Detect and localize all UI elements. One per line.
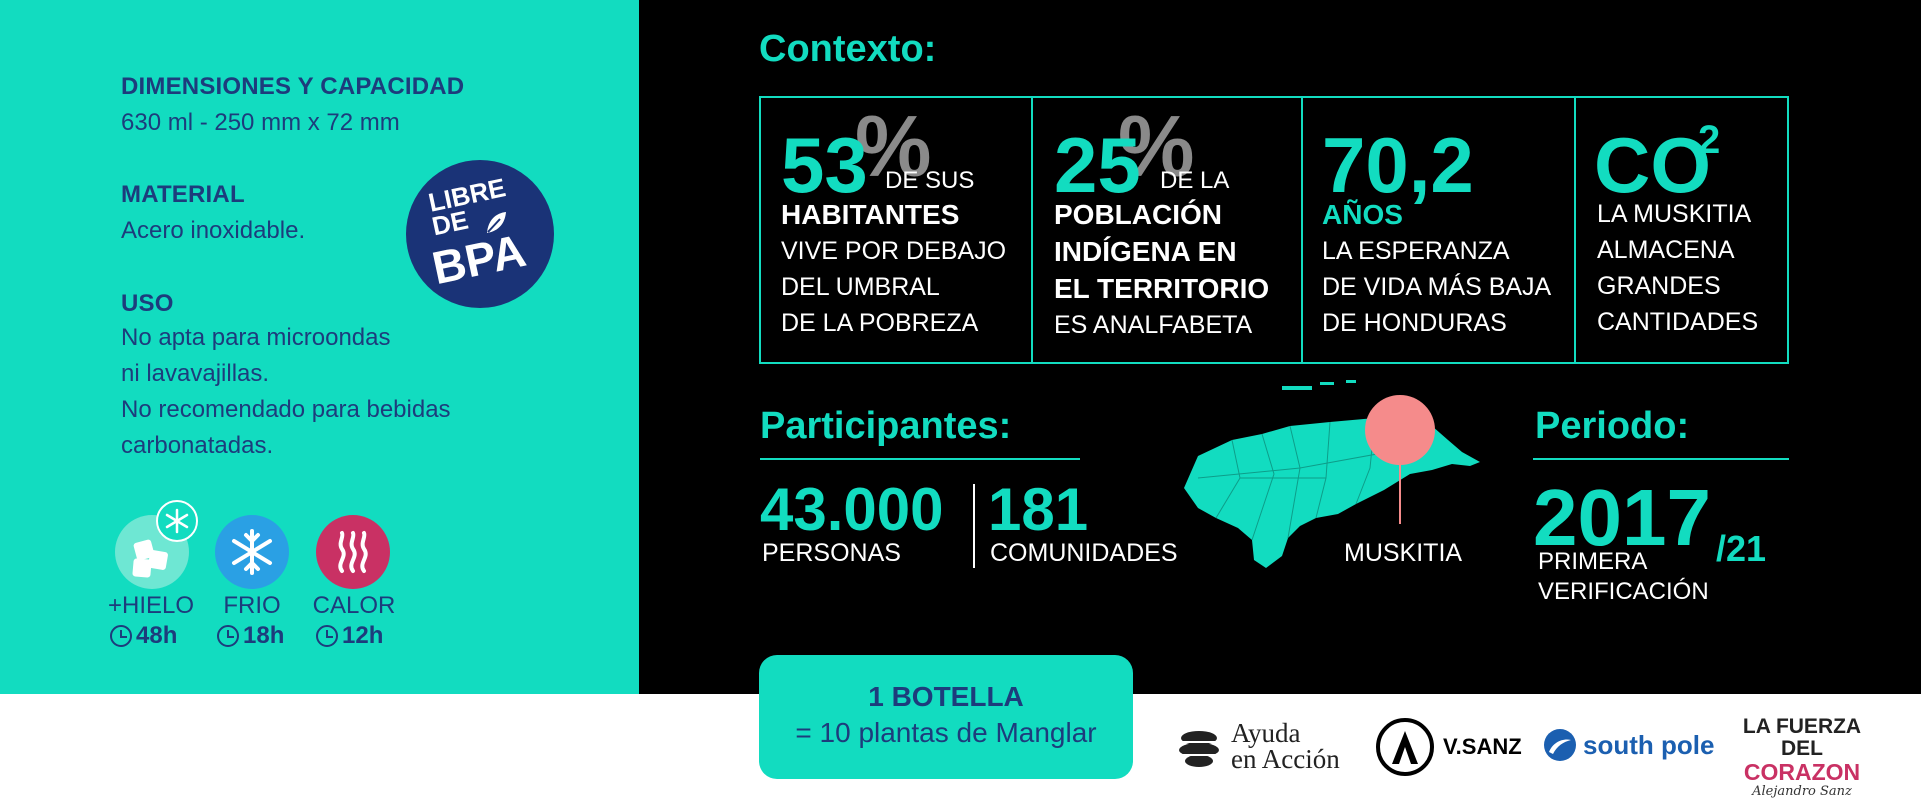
- leaf-icon: [487, 212, 506, 233]
- stat-unit: AÑOS: [1322, 199, 1403, 230]
- ice-icon: [115, 515, 189, 589]
- dimensions-value: 630 ml - 250 mm x 72 mm: [121, 109, 400, 136]
- vsanz-text: V.SANZ: [1443, 734, 1522, 759]
- context-stats-box: [759, 96, 1789, 364]
- people-label: PERSONAS: [762, 539, 901, 567]
- uso-line: carbonatadas.: [121, 432, 274, 459]
- participants-rule: [760, 458, 1080, 460]
- stat-description: LA ESPERANZA DE VIDA MÁS BAJA DE HONDURA…: [1322, 233, 1551, 341]
- ayuda-logo-icon: [1179, 731, 1219, 767]
- period-title: Periodo:: [1535, 405, 1690, 447]
- botella-line2: = 10 plantas de Manglar: [795, 717, 1097, 748]
- stat-strong-line: HABITANTES: [781, 199, 960, 230]
- people-value: 43.000: [760, 476, 944, 543]
- fuerza-line: CORAZON: [1743, 759, 1861, 785]
- stat-value: 70,2: [1322, 121, 1474, 209]
- botella-callout: 1 BOTELLA = 10 plantas de Manglar: [759, 655, 1133, 779]
- period-description: PRIMERA VERIFICACIÓN: [1538, 547, 1709, 607]
- stat-line: CANTIDADES: [1597, 308, 1759, 336]
- stats-divider: [1574, 96, 1576, 364]
- heat-time: 12h: [316, 622, 383, 650]
- honduras-map: [1184, 380, 1480, 568]
- participants-divider: [973, 484, 975, 568]
- uso-title: USO: [121, 290, 174, 317]
- logo-ayuda-en-accion: Ayuda en Acción: [1177, 718, 1340, 774]
- stat-line: VIVE POR DEBAJO: [781, 237, 1007, 265]
- stats-divider: [1031, 96, 1033, 364]
- context-panel: [639, 0, 1921, 694]
- material-title: MATERIAL: [121, 181, 245, 208]
- stat-value: 25: [1054, 121, 1141, 209]
- cold-label: FRIO: [223, 592, 281, 619]
- stat-value: CO: [1594, 121, 1711, 209]
- clock-icon: [217, 625, 239, 647]
- stat-value: 53: [781, 121, 868, 209]
- heat-label: CALOR: [312, 592, 396, 619]
- stat-strong-line: POBLACIÓN: [1054, 199, 1222, 230]
- stat-superscript: 2: [1698, 118, 1721, 162]
- ayuda-line: en Acción: [1231, 744, 1340, 774]
- cold-time-value: 18h: [243, 622, 285, 649]
- period-line: PRIMERA: [1538, 548, 1648, 575]
- bpa-free-badge: LIBRE DE BPA: [406, 160, 554, 308]
- context-title: Contexto:: [759, 28, 937, 70]
- period-year: 2017: [1533, 473, 1711, 562]
- period-line: VERIFICACIÓN: [1538, 578, 1709, 605]
- botella-line1: 1 BOTELLA: [868, 681, 1024, 712]
- stat-line: DE LA POBREZA: [781, 309, 979, 337]
- stat-description: HABITANTES VIVE POR DEBAJO DEL UMBRAL DE…: [781, 196, 1006, 341]
- cold-time: 18h: [217, 622, 284, 650]
- material-value: Acero inoxidable.: [121, 217, 306, 244]
- ice-time: 48h: [110, 622, 177, 650]
- map-label: MUSKITIA: [1344, 539, 1463, 567]
- stat-line: DE VIDA MÁS BAJA: [1322, 273, 1552, 301]
- ayuda-line: Ayuda: [1231, 718, 1301, 748]
- participants-title: Participantes:: [760, 405, 1012, 447]
- uso-line: No apta para microondas: [121, 324, 391, 351]
- communities-label: COMUNIDADES: [990, 539, 1178, 567]
- snowflake-small-icon: [156, 500, 198, 542]
- snowflake-icon: [215, 515, 289, 589]
- vsanz-logo-icon: [1376, 718, 1434, 776]
- stat-description: LA MUSKITIA ALMACENA GRANDES CANTIDADES: [1597, 196, 1758, 340]
- logo-vsanz: V.SANZ: [1375, 717, 1522, 777]
- clock-icon: [316, 625, 338, 647]
- heat-icon: [316, 515, 390, 589]
- stat-line: GRANDES: [1597, 272, 1721, 300]
- stat-line: DE HONDURAS: [1322, 309, 1507, 337]
- stat-line: LA MUSKITIA: [1597, 200, 1752, 228]
- logo-la-fuerza-del-corazon: LA FUERZA DEL CORAZON Alejandro Sanz: [1737, 716, 1867, 800]
- uso-line: ni lavavajillas.: [121, 360, 270, 387]
- stats-divider: [1301, 96, 1303, 364]
- map-marker: [1365, 395, 1435, 465]
- south-pole-text: south pole: [1583, 729, 1715, 760]
- period-rule: [1533, 458, 1789, 460]
- stat-description: POBLACIÓN INDÍGENA EN EL TERRITORIO ES A…: [1054, 196, 1269, 343]
- uso-line: No recomendado para bebidas: [121, 396, 451, 423]
- product-specs-panel: DIMENSIONES Y CAPACIDAD 630 ml - 250 mm …: [0, 0, 639, 694]
- fuerza-signature: Alejandro Sanz: [1752, 784, 1852, 799]
- stat-percent: %: [855, 99, 932, 195]
- ice-time-value: 48h: [136, 622, 178, 649]
- south-pole-logo-icon: [1544, 729, 1576, 761]
- logo-south-pole: south pole: [1543, 728, 1714, 762]
- stat-suffix: DE LA: [1160, 167, 1230, 194]
- stat-strong-line: INDÍGENA EN: [1054, 236, 1237, 267]
- stat-percent: %: [1118, 99, 1195, 195]
- stat-line: LA ESPERANZA: [1322, 237, 1510, 265]
- ice-label: +HIELO: [107, 592, 195, 619]
- fuerza-line: LA FUERZA DEL: [1742, 715, 1862, 760]
- period-year-suffix: /21: [1716, 528, 1767, 569]
- stat-strong-line: EL TERRITORIO: [1054, 273, 1270, 304]
- dimensions-title: DIMENSIONES Y CAPACIDAD: [121, 73, 465, 100]
- uso-text: No apta para microondas ni lavavajillas.…: [121, 320, 451, 464]
- heat-time-value: 12h: [342, 622, 384, 649]
- stat-suffix: DE SUS: [885, 167, 975, 194]
- communities-value: 181: [988, 476, 1089, 543]
- stat-line: ES ANALFABETA: [1054, 311, 1253, 339]
- stat-line: ALMACENA: [1597, 236, 1735, 264]
- stat-line: DEL UMBRAL: [781, 273, 940, 301]
- clock-icon: [110, 625, 132, 647]
